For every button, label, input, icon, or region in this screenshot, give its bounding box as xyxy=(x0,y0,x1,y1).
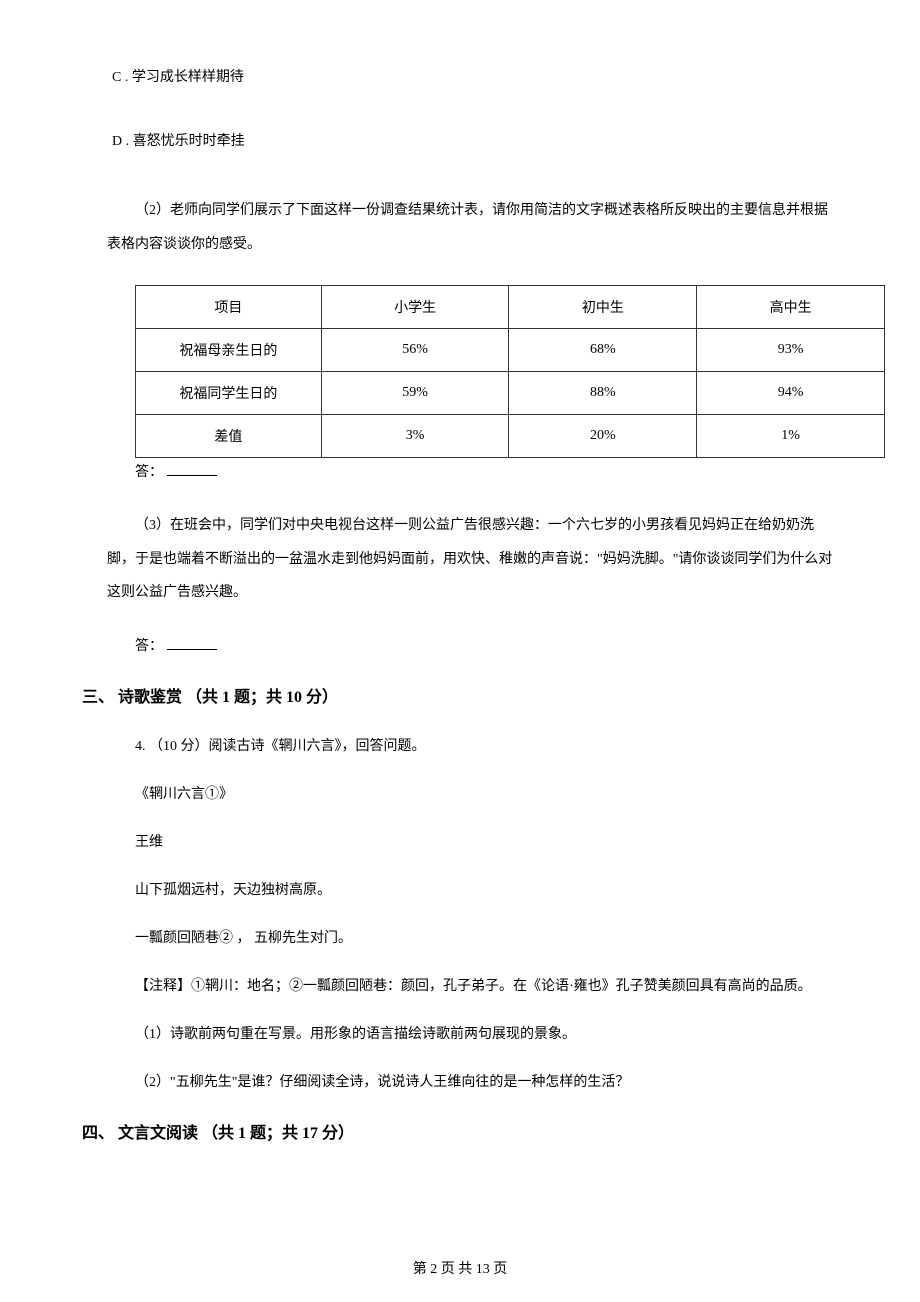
option-c: C . 学习成长样样期待 xyxy=(112,66,838,86)
q3-intro: （3）在班会中，同学们对中央电视台这样一则公益广告很感兴趣：一个六七岁的小男孩看… xyxy=(107,509,838,610)
section-4-heading: 四、 文言文阅读 （共 1 题；共 17 分） xyxy=(82,1119,838,1143)
table-cell: 1% xyxy=(697,415,885,458)
survey-table: 项目 小学生 初中生 高中生 祝福母亲生日的 56% 68% 93% 祝福同学生… xyxy=(135,285,885,458)
table-row: 祝福母亲生日的 56% 68% 93% xyxy=(136,329,885,372)
table-row: 差值 3% 20% 1% xyxy=(136,415,885,458)
table-row: 项目 小学生 初中生 高中生 xyxy=(136,286,885,329)
blank-line xyxy=(167,460,217,476)
table-cell: 94% xyxy=(697,372,885,415)
table-cell: 88% xyxy=(509,372,697,415)
poem-author: 王维 xyxy=(135,831,838,851)
table-header-cell: 高中生 xyxy=(697,286,885,329)
table-cell: 差值 xyxy=(136,415,322,458)
table-cell: 祝福同学生日的 xyxy=(136,372,322,415)
table-cell: 68% xyxy=(509,329,697,372)
table-cell: 59% xyxy=(321,372,509,415)
q3-answer-prompt: 答： xyxy=(135,634,838,655)
blank-line xyxy=(167,634,217,650)
table-header-cell: 项目 xyxy=(136,286,322,329)
q4-intro: 4. （10 分）阅读古诗《辋川六言》，回答问题。 xyxy=(135,735,838,755)
poem-line-1: 山下孤烟远村，天边独树高原。 xyxy=(135,879,838,899)
q2-answer-prompt: 答： xyxy=(135,460,838,481)
table-cell: 20% xyxy=(509,415,697,458)
table-header-cell: 初中生 xyxy=(509,286,697,329)
q2-answer-label: 答： xyxy=(135,465,163,480)
table-cell: 93% xyxy=(697,329,885,372)
q3-answer-label: 答： xyxy=(135,639,163,654)
table-cell: 56% xyxy=(321,329,509,372)
poem-title: 《辋川六言①》 xyxy=(135,783,838,803)
section-3-heading: 三、 诗歌鉴赏 （共 1 题；共 10 分） xyxy=(82,683,838,707)
table-row: 祝福同学生日的 59% 88% 94% xyxy=(136,372,885,415)
table-cell: 3% xyxy=(321,415,509,458)
q4-sub1: （1）诗歌前两句重在写景。用形象的语言描绘诗歌前两句展现的景象。 xyxy=(135,1023,838,1043)
table-header-cell: 小学生 xyxy=(321,286,509,329)
poem-note: 【注释】①辋川：地名；②一瓢颜回陋巷：颜回，孔子弟子。在《论语·雍也》孔子赞美颜… xyxy=(135,975,838,995)
page-footer: 第 2 页 共 13 页 xyxy=(0,1258,920,1278)
q4-sub2: （2）"五柳先生"是谁？仔细阅读全诗，说说诗人王维向往的是一种怎样的生活？ xyxy=(135,1071,838,1091)
option-d: D . 喜怒忧乐时时牵挂 xyxy=(112,130,838,150)
q2-intro: （2）老师向同学们展示了下面这样一份调查结果统计表，请你用简洁的文字概述表格所反… xyxy=(107,194,838,261)
table-cell: 祝福母亲生日的 xyxy=(136,329,322,372)
poem-line-2: 一瓢颜回陋巷② ， 五柳先生对门。 xyxy=(135,927,838,947)
